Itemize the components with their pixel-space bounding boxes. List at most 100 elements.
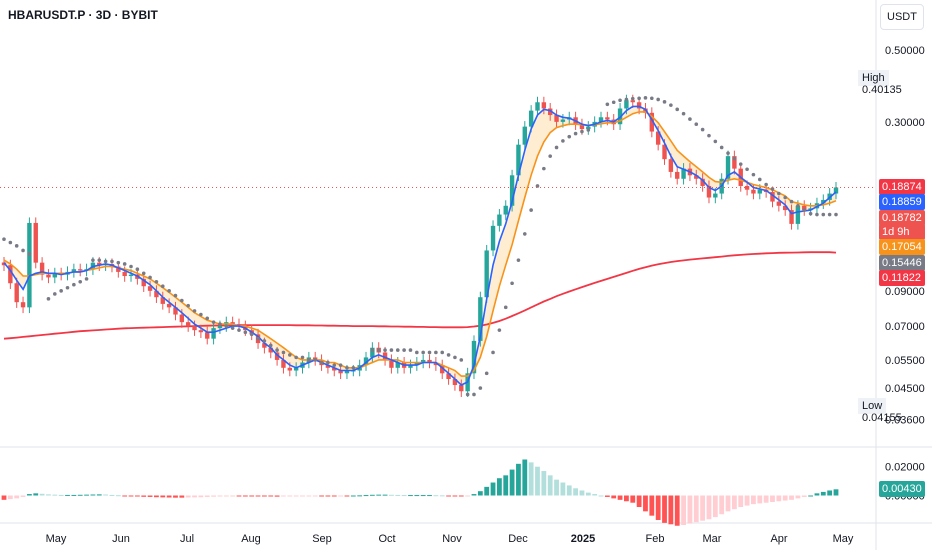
- candle-body[interactable]: [433, 362, 439, 366]
- candle-body[interactable]: [414, 362, 420, 366]
- candle-body[interactable]: [795, 205, 801, 224]
- candle-body[interactable]: [198, 330, 204, 333]
- candle-body[interactable]: [751, 189, 756, 194]
- candle-body[interactable]: [141, 278, 146, 287]
- candle-body[interactable]: [598, 117, 604, 122]
- candle-body[interactable]: [154, 290, 159, 298]
- candle-body[interactable]: [20, 302, 26, 308]
- candle-body[interactable]: [757, 189, 762, 194]
- candle-body[interactable]: [128, 274, 134, 277]
- candle-body[interactable]: [293, 367, 299, 371]
- candle-body[interactable]: [173, 307, 178, 315]
- candle-body[interactable]: [281, 359, 286, 368]
- candle-body[interactable]: [706, 185, 712, 198]
- candle-body[interactable]: [363, 357, 369, 366]
- candle-body[interactable]: [624, 100, 629, 109]
- candle-body[interactable]: [420, 359, 426, 363]
- candle-body[interactable]: [8, 265, 13, 284]
- candle-body[interactable]: [370, 347, 375, 358]
- candle-body[interactable]: [46, 274, 51, 278]
- candle-body[interactable]: [649, 112, 655, 132]
- candle-body[interactable]: [681, 168, 686, 179]
- candle-body[interactable]: [605, 117, 610, 120]
- candle-body[interactable]: [389, 359, 394, 368]
- candle-body[interactable]: [713, 193, 718, 198]
- candle-body[interactable]: [78, 269, 83, 271]
- candle-body[interactable]: [636, 102, 642, 109]
- candle-body[interactable]: [770, 192, 775, 202]
- candle-body[interactable]: [471, 340, 477, 374]
- candle-body[interactable]: [179, 314, 185, 323]
- candle-body[interactable]: [395, 362, 400, 368]
- candle-body[interactable]: [344, 370, 350, 374]
- candle-body[interactable]: [560, 119, 566, 122]
- candle-body[interactable]: [497, 214, 502, 226]
- candle-body[interactable]: [516, 144, 521, 176]
- candle-body[interactable]: [490, 225, 496, 251]
- candle-body[interactable]: [579, 124, 585, 130]
- candle-body[interactable]: [97, 262, 102, 266]
- candle-body[interactable]: [522, 126, 527, 145]
- candle-body[interactable]: [789, 210, 794, 224]
- candle-body[interactable]: [211, 328, 216, 339]
- candle-body[interactable]: [630, 100, 635, 103]
- candle-body[interactable]: [33, 222, 38, 263]
- candle-body[interactable]: [166, 303, 172, 308]
- candle-body[interactable]: [147, 286, 153, 291]
- candle-body[interactable]: [744, 185, 750, 190]
- candle-body[interactable]: [833, 187, 839, 194]
- candle-body[interactable]: [484, 250, 489, 298]
- candle-body[interactable]: [116, 266, 121, 272]
- candle-body[interactable]: [554, 115, 559, 122]
- candle-body[interactable]: [662, 144, 667, 160]
- candle-body[interactable]: [782, 205, 788, 211]
- candle-body[interactable]: [27, 222, 32, 308]
- candle-body[interactable]: [52, 273, 58, 278]
- candle-body[interactable]: [821, 199, 826, 204]
- candle-body[interactable]: [694, 175, 699, 179]
- candle-body[interactable]: [668, 159, 674, 172]
- candle-body[interactable]: [440, 365, 445, 374]
- candle-body[interactable]: [675, 171, 680, 179]
- candle-body[interactable]: [217, 326, 223, 329]
- candle-body[interactable]: [192, 326, 197, 331]
- candle-body[interactable]: [262, 343, 267, 348]
- candle-body[interactable]: [503, 205, 508, 215]
- candle-body[interactable]: [700, 178, 705, 186]
- candle-body[interactable]: [39, 262, 45, 275]
- candle-body[interactable]: [478, 297, 483, 341]
- candle-body[interactable]: [287, 367, 293, 371]
- candle-body[interactable]: [528, 110, 534, 127]
- candle-body[interactable]: [802, 205, 807, 211]
- candle-body[interactable]: [541, 102, 547, 109]
- candle-body[interactable]: [160, 297, 165, 304]
- candle-body[interactable]: [452, 379, 458, 386]
- candle-body[interactable]: [382, 352, 388, 360]
- candle-body[interactable]: [776, 201, 782, 206]
- candle-body[interactable]: [427, 359, 432, 363]
- candle-body[interactable]: [446, 373, 451, 380]
- candle-body[interactable]: [230, 322, 235, 325]
- candle-body[interactable]: [205, 332, 210, 339]
- candle-body[interactable]: [732, 156, 737, 169]
- candle-body[interactable]: [547, 108, 553, 116]
- candle-body[interactable]: [408, 365, 413, 368]
- candle-body[interactable]: [236, 324, 242, 327]
- candle-body[interactable]: [586, 126, 591, 130]
- candle-body[interactable]: [655, 131, 661, 145]
- candle-body[interactable]: [122, 271, 127, 277]
- candle-body[interactable]: [71, 269, 77, 272]
- candle-body[interactable]: [268, 347, 273, 353]
- currency-button[interactable]: USDT: [880, 4, 924, 30]
- symbol-title[interactable]: HBARUSDT.P · 3D · BYBIT: [8, 8, 158, 22]
- candle-body[interactable]: [725, 156, 731, 179]
- candle-body[interactable]: [459, 385, 464, 392]
- candle-body[interactable]: [274, 352, 280, 360]
- candle-body[interactable]: [325, 365, 331, 368]
- candle-body[interactable]: [185, 322, 191, 327]
- candle-body[interactable]: [535, 102, 540, 111]
- candle-body[interactable]: [332, 367, 337, 371]
- candle-body[interactable]: [509, 175, 515, 206]
- candle-body[interactable]: [14, 283, 19, 303]
